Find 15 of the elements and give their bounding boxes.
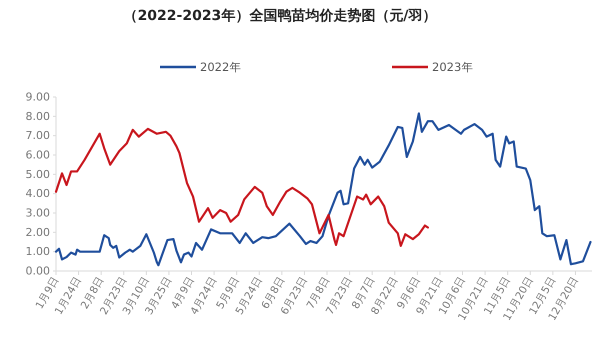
y-tick-label: 1.00 [26, 245, 50, 258]
chart-title: （2022-2023年）全国鸭苗均价走势图（元/羽） [124, 8, 436, 24]
y-tick-label: 4.00 [26, 187, 50, 200]
y-tick-label: 7.00 [26, 129, 50, 142]
y-tick-label: 5.00 [26, 168, 50, 181]
y-tick-label: 9.00 [26, 90, 50, 104]
y-tick-label: 6.00 [26, 148, 50, 162]
y-tick-label: 0.00 [26, 264, 50, 278]
y-tick-label: 2.00 [26, 226, 50, 239]
line-series [54, 112, 592, 266]
line-series [54, 128, 429, 247]
y-tick-label: 8.00 [26, 110, 50, 123]
legend-label: 2023年 [432, 60, 474, 74]
legend-label: 2022年 [200, 60, 242, 74]
y-tick-label: 3.00 [26, 206, 50, 220]
